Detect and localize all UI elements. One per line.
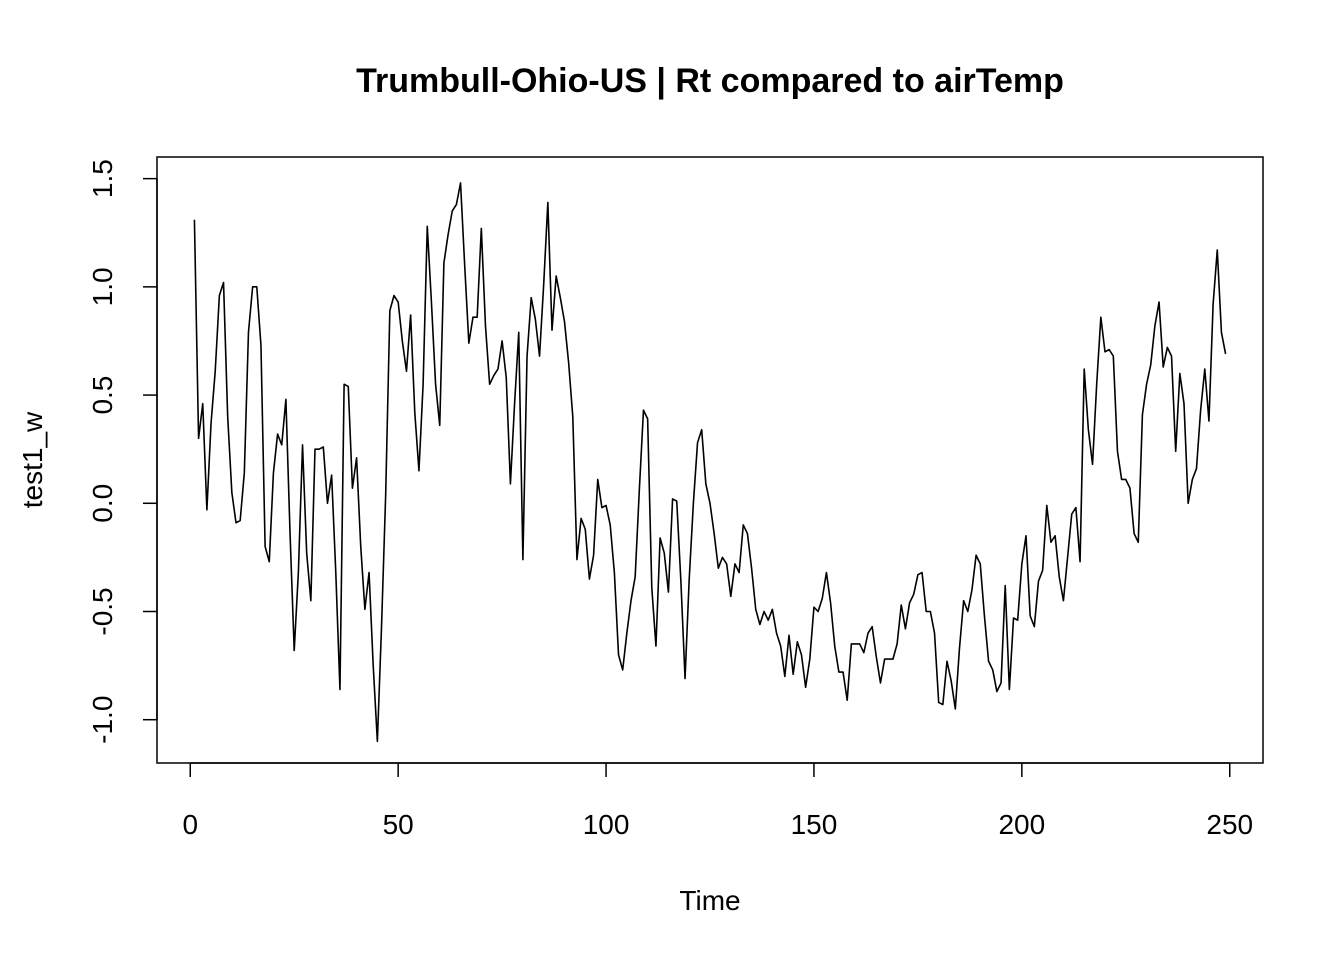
y-tick-label: 0.5 <box>87 376 118 415</box>
x-tick-label: 100 <box>583 809 630 840</box>
y-axis: -1.0 -0.5 0.0 0.5 1.0 1.5 <box>87 159 158 744</box>
y-tick-label: 0.0 <box>87 484 118 523</box>
y-tick-label: 1.0 <box>87 267 118 306</box>
x-axis: 0 50 100 150 200 250 <box>182 762 1253 840</box>
y-axis-label: test1_w <box>17 411 48 508</box>
y-tick-label: -0.5 <box>87 587 118 635</box>
x-tick-label: 0 <box>182 809 198 840</box>
x-tick-label: 250 <box>1206 809 1253 840</box>
y-tick-label: 1.5 <box>87 159 118 198</box>
x-tick-label: 150 <box>791 809 838 840</box>
y-tick-label: -1.0 <box>87 696 118 744</box>
x-tick-label: 200 <box>998 809 1045 840</box>
x-axis-label: Time <box>679 885 740 916</box>
x-tick-label: 50 <box>383 809 414 840</box>
series-line-test1-w <box>193 182 1227 743</box>
chart-title: Trumbull-Ohio-US | Rt compared to airTem… <box>356 62 1064 100</box>
